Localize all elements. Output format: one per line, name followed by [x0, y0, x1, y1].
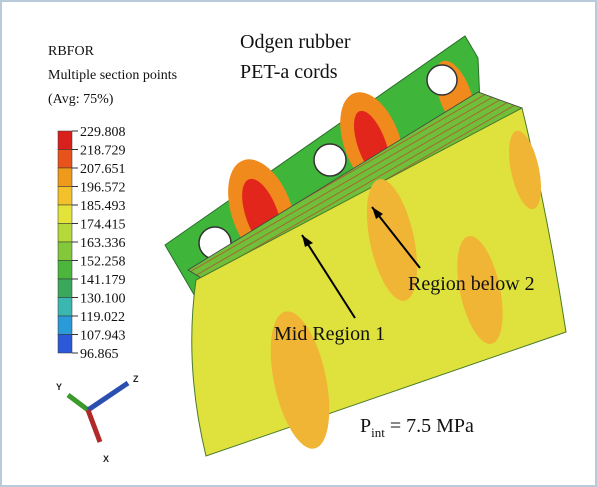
value: = 7.5 MPa [390, 415, 474, 437]
color-band [58, 131, 72, 150]
legend-label: 218.729 [80, 144, 126, 159]
annotation: Odgen rubber [240, 31, 351, 53]
color-band [58, 150, 72, 169]
color-band [58, 335, 72, 354]
legend-title: RBFOR [48, 44, 95, 59]
legend-label: 163.336 [80, 236, 126, 251]
annotation: Region below 2 [408, 273, 535, 295]
legend-label: 207.651 [80, 162, 126, 177]
legend-label: 152.258 [80, 255, 126, 270]
symbol: P [360, 415, 371, 437]
axis-label: X [103, 454, 109, 464]
hole [314, 144, 346, 176]
color-band [58, 279, 72, 298]
color-band [58, 242, 72, 261]
legend-label: 119.022 [80, 310, 125, 325]
legend-label: 96.865 [80, 347, 119, 362]
hole [427, 65, 457, 95]
color-band [58, 261, 72, 280]
color-band [58, 224, 72, 243]
legend-label: 141.179 [80, 273, 126, 288]
legend-label: 185.493 [80, 199, 126, 214]
legend-title: (Avg: 75%) [48, 92, 114, 107]
axis-label: Y [56, 382, 62, 392]
color-band [58, 316, 72, 335]
color-band [58, 168, 72, 187]
color-band [58, 298, 72, 317]
annotation: PET-a cords [240, 61, 338, 83]
subscript: int [371, 425, 385, 440]
legend-label: 107.943 [80, 329, 126, 344]
axis-label: Z [133, 374, 139, 384]
legend-label: 229.808 [80, 125, 126, 140]
legend-label: 130.100 [80, 292, 126, 307]
legend-label: 196.572 [80, 181, 126, 196]
figure: Odgen rubber PET-a cords Region below 2 … [0, 0, 597, 487]
color-band [58, 205, 72, 224]
legend-title: Multiple section points [48, 68, 177, 83]
legend-label: 174.415 [80, 218, 126, 233]
annotation: Mid Region 1 [274, 323, 385, 345]
color-band [58, 187, 72, 206]
